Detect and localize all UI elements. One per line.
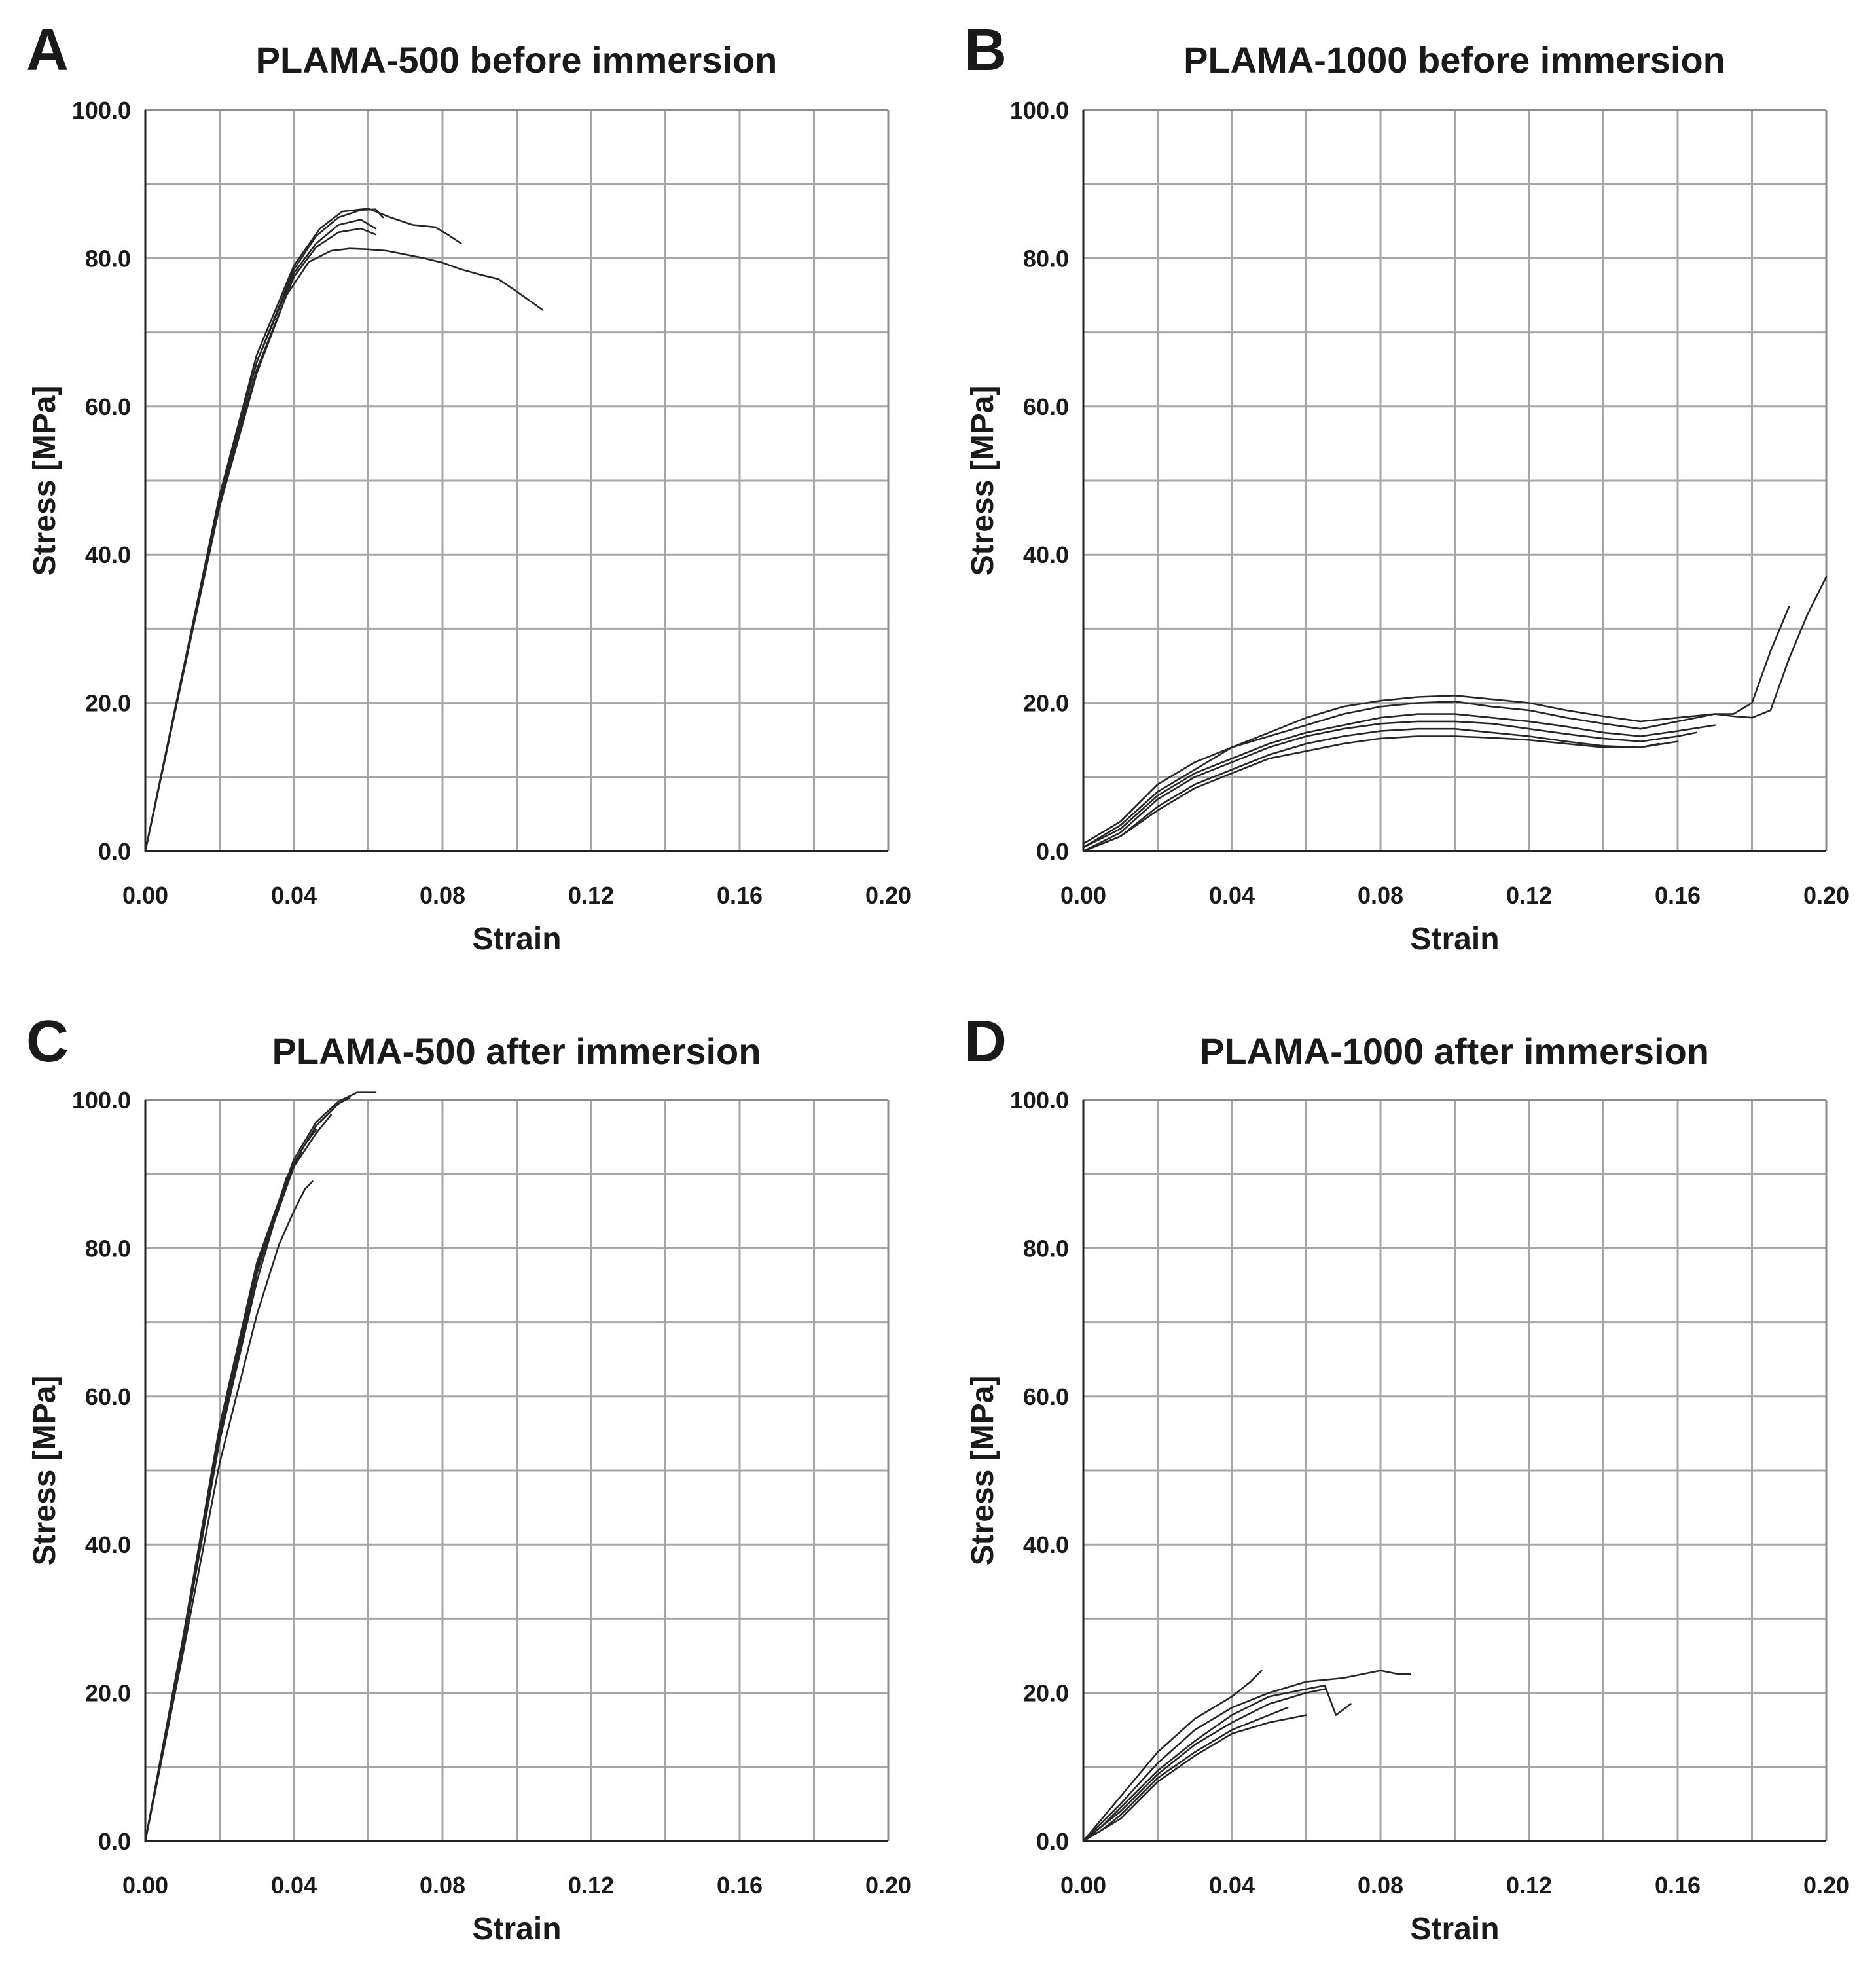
series-line	[1082, 1685, 1352, 1842]
series-line	[144, 227, 377, 852]
x-tick-label: 0.20	[865, 882, 911, 909]
series-line	[144, 1091, 377, 1842]
panel-letter: D	[964, 1009, 1007, 1074]
series-line	[144, 1129, 317, 1842]
series-line	[1082, 1670, 1411, 1842]
series-line	[1082, 735, 1660, 852]
panel-letter: A	[26, 18, 69, 83]
y-axis-title: Stress [MPa]	[965, 386, 1000, 576]
x-axis-title: Strain	[1410, 1912, 1499, 1946]
y-tick-label: 80.0	[1023, 245, 1069, 272]
series-line	[1082, 720, 1697, 852]
chart-panel-b: B PLAMA-1000 before immersion 0.0 20.0 40.…	[938, 0, 1876, 986]
y-tick-label: 20.0	[1023, 1680, 1069, 1707]
series-line	[144, 247, 544, 852]
chart-title: PLAMA-500 before immersion	[255, 39, 778, 81]
x-tick-label: 0.16	[717, 882, 763, 909]
x-tick-label: 0.04	[1209, 1872, 1255, 1899]
x-tick-label: 0.00	[122, 1872, 168, 1899]
series-line	[1082, 713, 1716, 849]
x-axis-title: Strain	[472, 922, 561, 957]
y-tick-label: 40.0	[1023, 541, 1069, 568]
y-axis-title: Stress [MPa]	[965, 1376, 1000, 1566]
series-line	[1082, 575, 1828, 849]
y-tick-label: 100.0	[1010, 1087, 1069, 1114]
chart-title: PLAMA-1000 before immersion	[1183, 39, 1725, 81]
y-tick-label: 60.0	[1023, 1383, 1069, 1410]
x-tick-label: 0.20	[1803, 882, 1849, 909]
y-axis-title: Stress [MPa]	[27, 386, 62, 576]
chart-plot: 0.0 20.0 40.0 60.0 80.0 100.0 0.00 0.04 0.08 0.12…	[27, 97, 911, 957]
chart-title: PLAMA-1000 after immersion	[1199, 1031, 1710, 1072]
x-tick-label: 0.00	[1060, 1872, 1106, 1899]
y-tick-label: 80.0	[85, 245, 131, 272]
x-axis-title: Strain	[472, 1912, 561, 1946]
y-tick-label: 60.0	[1023, 393, 1069, 420]
x-tick-label: 0.12	[1506, 882, 1552, 909]
y-axis-title: Stress [MPa]	[27, 1376, 62, 1566]
series-line	[144, 1180, 314, 1842]
chart-panel-d: D PLAMA-1000 after immersion 0.0 20.0 40.0…	[938, 986, 1876, 1972]
x-tick-label: 0.08	[1358, 882, 1403, 909]
series-line	[1082, 727, 1679, 852]
chart-title: PLAMA-500 after immersion	[272, 1031, 761, 1072]
x-tick-label: 0.04	[271, 1872, 317, 1899]
series-line	[144, 1150, 302, 1842]
chart-panel-a: A PLAMA-500 before immersion 0.0 20.0 40.0…	[0, 0, 938, 986]
x-tick-label: 0.12	[568, 1872, 614, 1899]
series-line	[1082, 1714, 1307, 1842]
x-axis-title: Strain	[1410, 922, 1499, 957]
y-tick-label: 0.0	[98, 838, 131, 865]
y-tick-label: 80.0	[1023, 1235, 1069, 1262]
x-tick-label: 0.08	[420, 882, 465, 909]
y-tick-label: 40.0	[85, 1531, 131, 1558]
chart-plot: 0.0 20.0 40.0 60.0 80.0 100.0 0.00 0.04 0.08 0.12…	[965, 97, 1849, 957]
y-tick-label: 0.0	[98, 1828, 131, 1855]
y-tick-label: 80.0	[85, 1235, 131, 1262]
x-tick-label: 0.16	[1655, 882, 1701, 909]
series-line	[1082, 606, 1790, 845]
y-tick-label: 0.0	[1036, 1828, 1069, 1855]
y-tick-label: 100.0	[72, 1087, 131, 1114]
y-tick-label: 100.0	[72, 97, 131, 124]
x-tick-label: 0.12	[1506, 1872, 1552, 1899]
chart-panel-c: C PLAMA-500 after immersion 0.0 20.0 40.0 6…	[0, 986, 938, 1972]
x-tick-label: 0.00	[122, 882, 168, 909]
panel-letter: B	[964, 18, 1007, 83]
x-tick-label: 0.20	[865, 1872, 911, 1899]
x-tick-label: 0.04	[1209, 882, 1255, 909]
y-tick-label: 100.0	[1010, 97, 1069, 124]
y-tick-label: 20.0	[1023, 690, 1069, 717]
series-line	[144, 1114, 333, 1842]
y-tick-label: 60.0	[85, 393, 131, 420]
series-line	[144, 219, 377, 852]
x-tick-label: 0.08	[420, 1872, 465, 1899]
y-tick-label: 40.0	[85, 541, 131, 568]
y-tick-label: 60.0	[85, 1383, 131, 1410]
series-line	[1082, 1688, 1326, 1842]
x-tick-label: 0.12	[568, 882, 614, 909]
y-tick-label: 20.0	[85, 1680, 131, 1707]
panel-letter: C	[26, 1009, 69, 1074]
x-tick-label: 0.04	[271, 882, 317, 909]
series-line	[144, 208, 462, 852]
chart-plot: 0.0 20.0 40.0 60.0 80.0 100.0 0.00 0.04 0.08 0.12…	[965, 1087, 1849, 1946]
series-line	[1082, 1670, 1263, 1842]
x-tick-label: 0.16	[1655, 1872, 1701, 1899]
series-line	[144, 208, 384, 852]
x-tick-label: 0.16	[717, 1872, 763, 1899]
x-tick-label: 0.08	[1358, 1872, 1403, 1899]
y-tick-label: 0.0	[1036, 838, 1069, 865]
x-tick-label: 0.20	[1803, 1872, 1849, 1899]
series-line	[144, 1097, 351, 1842]
y-tick-label: 40.0	[1023, 1531, 1069, 1558]
y-tick-label: 20.0	[85, 690, 131, 717]
x-tick-label: 0.00	[1060, 882, 1106, 909]
chart-plot: 0.0 20.0 40.0 60.0 80.0 100.0 0.00 0.04 0.08 0.12…	[27, 1087, 911, 1946]
